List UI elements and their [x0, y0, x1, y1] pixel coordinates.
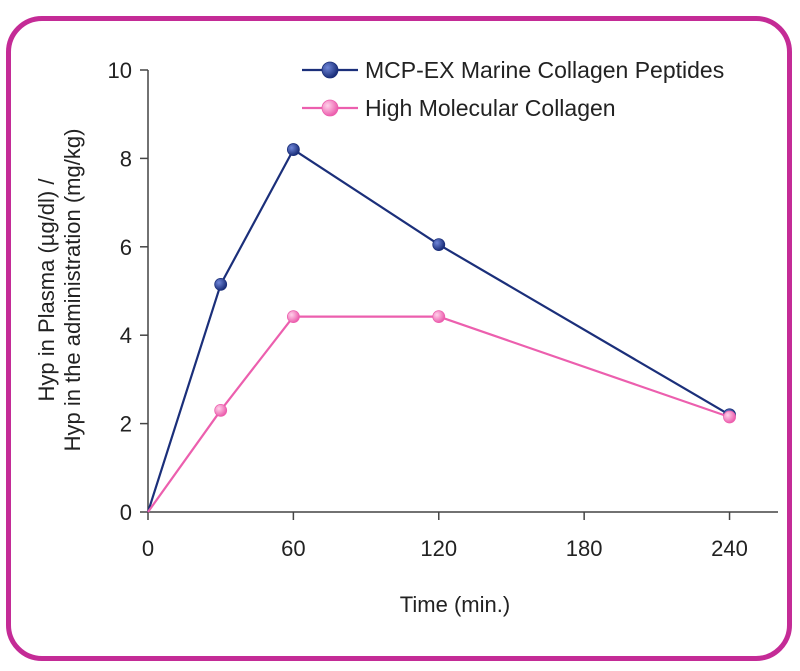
legend-marker	[321, 99, 339, 117]
y-tick-label: 4	[120, 323, 132, 348]
x-tick-label: 60	[281, 536, 305, 561]
series-layer	[146, 143, 736, 513]
y-tick-label: 6	[120, 235, 132, 260]
series-2	[147, 310, 736, 513]
y-axis-title-line2: Hyp in the administration (mg/kg)	[60, 129, 85, 452]
data-point	[286, 143, 300, 156]
x-tick-label: 0	[142, 536, 154, 561]
x-axis-title: Time (min.)	[400, 592, 510, 617]
legend-marker	[321, 61, 339, 79]
data-point	[432, 238, 446, 251]
x-tick-label: 120	[420, 536, 457, 561]
series-1	[146, 143, 736, 513]
data-point	[214, 403, 228, 417]
y-tick-label: 0	[120, 500, 132, 525]
x-tick-label: 240	[711, 536, 748, 561]
legend: MCP-EX Marine Collagen Peptides High Mole…	[302, 57, 724, 121]
legend-label: MCP-EX Marine Collagen Peptides	[365, 57, 724, 83]
x-tick-label: 180	[566, 536, 603, 561]
y-tick-label: 2	[120, 412, 132, 437]
data-point	[214, 277, 228, 291]
data-point	[723, 410, 736, 424]
legend-label: High Molecular Collagen	[365, 95, 616, 121]
y-tick-label: 10	[108, 58, 132, 83]
y-tick-label: 8	[120, 146, 132, 171]
series-line	[147, 315, 730, 513]
series-line	[146, 148, 731, 513]
axes: 0 2 4 6 8 10 0 60 120 180 240	[108, 58, 778, 561]
data-point	[286, 310, 300, 324]
y-axis-title-line1: Hyp in Plasma (µg/dl) /	[34, 178, 59, 402]
chart-frame	[6, 16, 792, 661]
data-point	[432, 310, 446, 324]
